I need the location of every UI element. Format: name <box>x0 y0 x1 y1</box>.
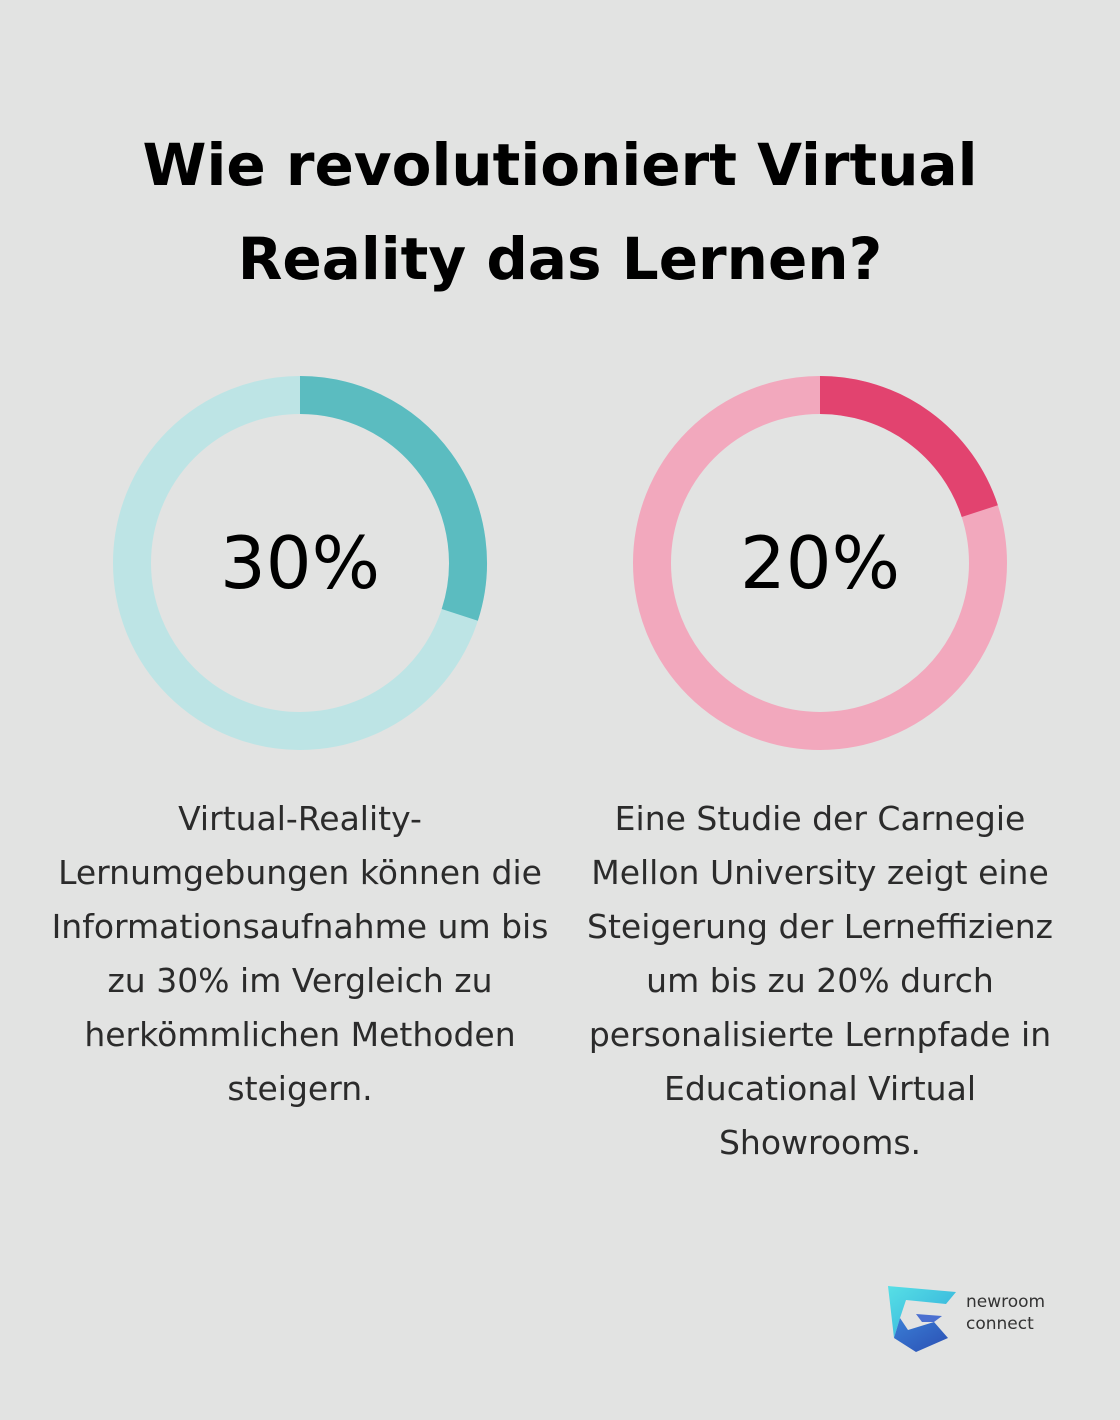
donut-chart-1-svg: 30% <box>113 376 487 750</box>
logo-wordmark: newroom connect <box>966 1291 1045 1335</box>
description-2: Eine Studie der Carnegie Mellon Universi… <box>587 799 1053 1162</box>
newroom-connect-logo-icon <box>888 1286 956 1352</box>
description-1: Virtual-Reality-Lernumgebungen können di… <box>51 799 549 1108</box>
logo-text-line2: connect <box>966 1314 1034 1334</box>
brand-logo: newroom connect <box>886 1282 1066 1356</box>
donut-2-value-label: 20% <box>740 521 900 605</box>
donut-chart-2-svg: 20% <box>633 376 1007 750</box>
donut-chart-2: 20% <box>630 373 1010 753</box>
logo-text-line1: newroom <box>966 1292 1046 1312</box>
donut-1-value-label: 30% <box>220 521 380 605</box>
donut-chart-1: 30% <box>110 373 490 753</box>
page-title: Wie revolutioniert Virtual Reality das L… <box>142 131 978 293</box>
donut-2-value-arc <box>819 376 998 518</box>
donut-1-value-arc <box>299 376 487 621</box>
